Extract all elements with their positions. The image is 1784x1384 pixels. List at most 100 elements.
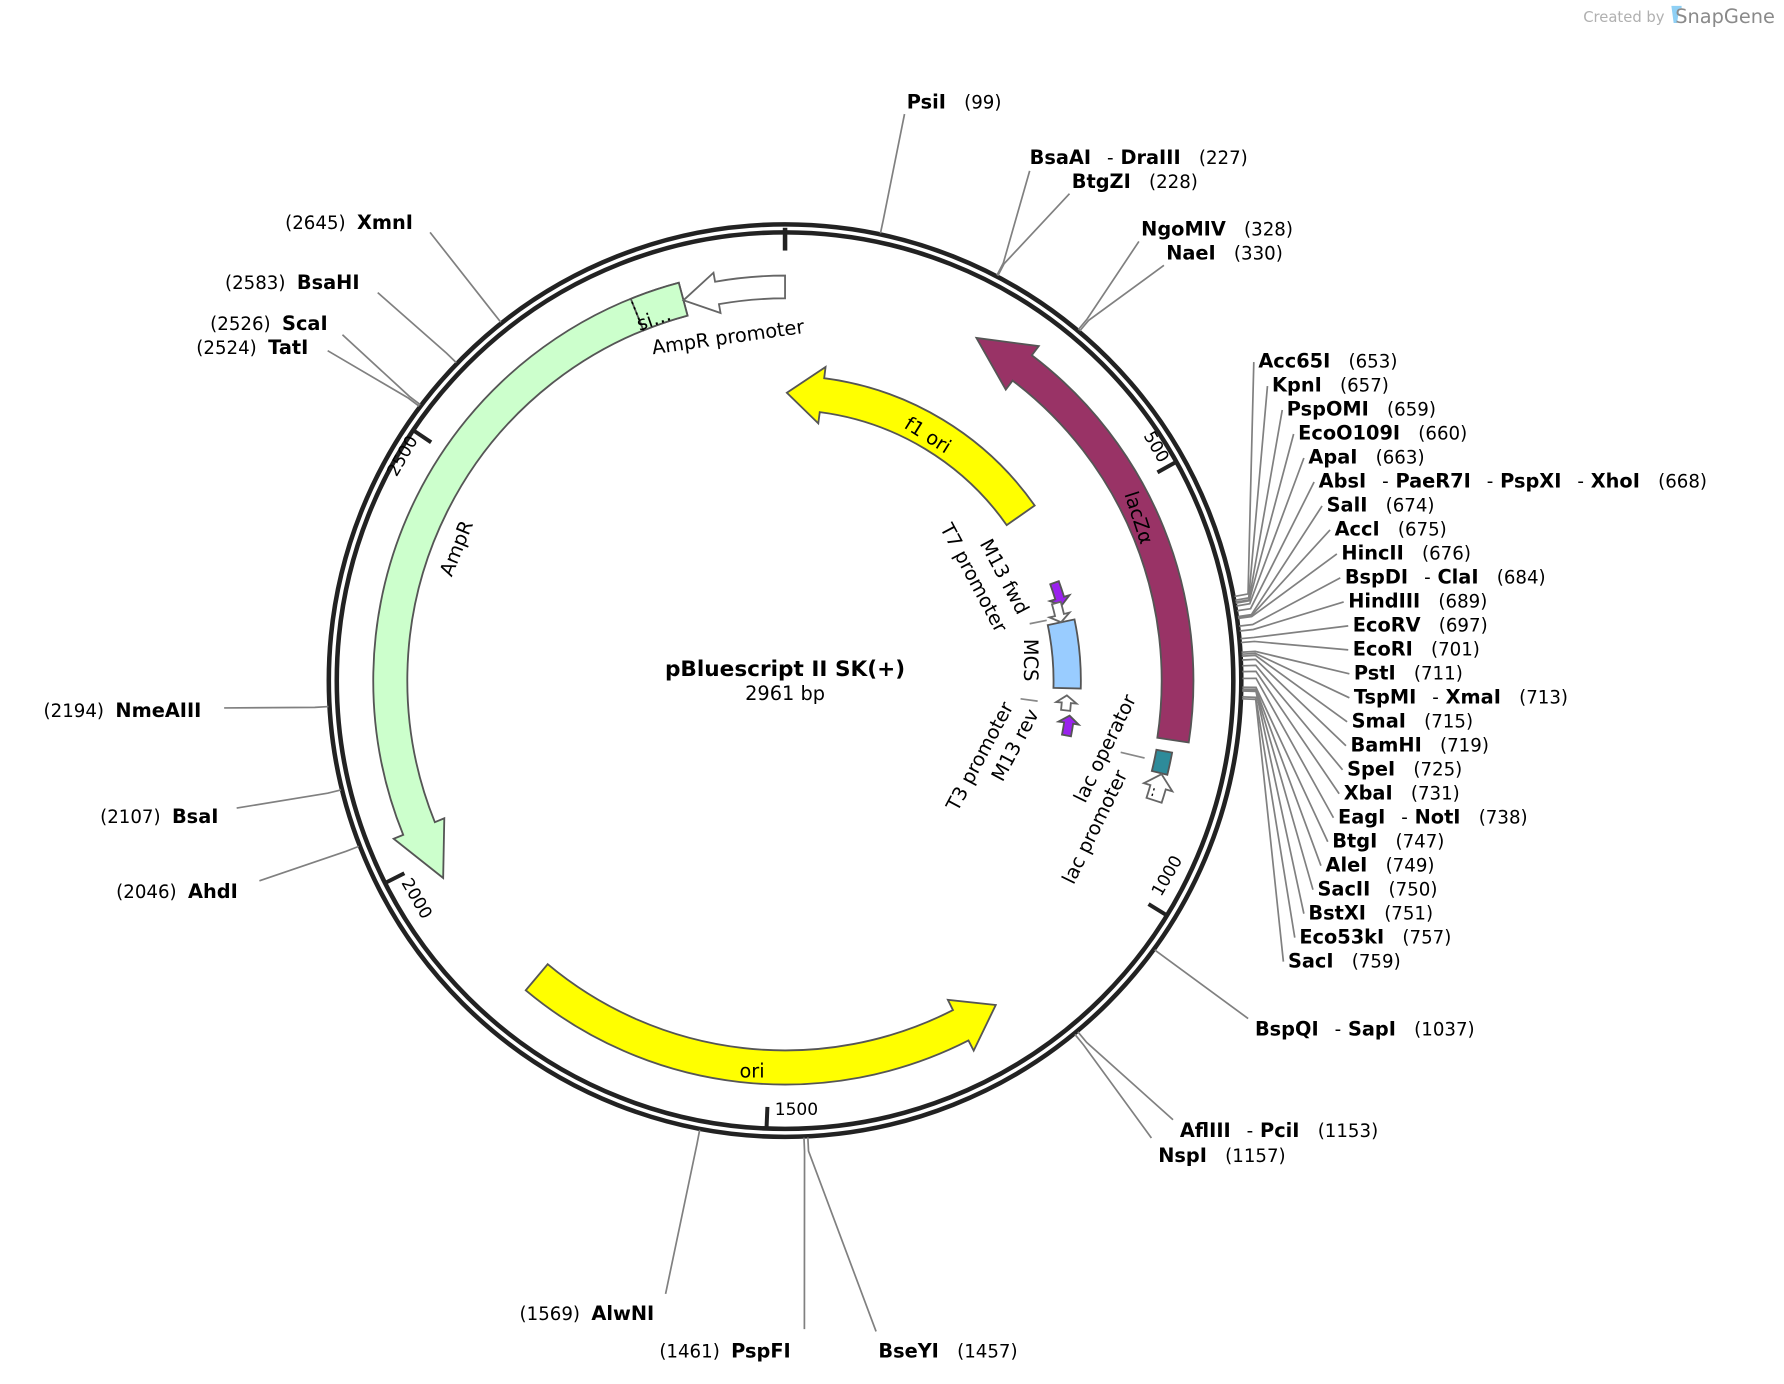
site-label[interactable]: SmaI (715) [1352,709,1473,732]
site-acci[interactable]: AccI (675) [1237,518,1447,619]
site-btgi[interactable]: BtgI (747) [1242,686,1444,852]
site-label[interactable]: BamHI (719) [1351,733,1489,756]
feature-shape[interactable] [1046,600,1073,624]
site-label[interactable]: (2524) TatI [196,336,308,359]
feature-shape[interactable] [1055,714,1082,738]
site-label[interactable]: PsiI (99) [907,90,1002,113]
site-alei[interactable]: AleI (749) [1242,688,1434,876]
feature-shape[interactable] [1046,618,1082,690]
site-label[interactable]: (1569) AlwNI [520,1302,655,1325]
site-label[interactable]: BspDI - ClaI (684) [1345,566,1546,589]
site-label[interactable]: AbsI - PaeR7I - PspXI - XhoI (668) [1319,470,1707,493]
site-scai[interactable]: (2526) ScaI [210,312,421,406]
site-label[interactable]: (2107) BsaI [100,805,218,828]
site-apai[interactable]: ApaI (663) [1236,446,1425,607]
site-eagi[interactable]: EagI - NotI (738) [1242,677,1528,828]
site-label[interactable]: KpnI (657) [1272,374,1389,397]
site-psti[interactable]: PstI (711) [1241,650,1463,685]
site-alwni[interactable]: (1569) AlwNI [520,1129,701,1325]
feature-shape[interactable] [629,281,689,332]
site-label[interactable]: SacII (750) [1318,877,1438,900]
site-saci[interactable]: SacI (759) [1242,697,1401,973]
site-ecori[interactable]: EcoRI (701) [1240,638,1480,661]
site-sacii[interactable]: SacII (750) [1242,689,1438,900]
site-hincii[interactable]: HincII (676) [1238,542,1471,620]
site-bsahi[interactable]: (2583) BsaHI [225,271,457,364]
site-sali[interactable]: SalI (674) [1237,494,1435,618]
site-label[interactable]: SacI (759) [1288,949,1401,972]
site-label[interactable]: XbaI (731) [1344,781,1460,804]
feature-shape[interactable] [681,270,786,315]
site-label[interactable]: EcoRV (697) [1353,614,1488,637]
site-label[interactable]: (1461) PspFI [659,1340,790,1363]
feature-shape[interactable] [974,336,1195,744]
site-label[interactable]: NaeI (330) [1166,242,1283,265]
site-spei[interactable]: SpeI (725) [1242,664,1462,780]
site-label[interactable]: BstXI (751) [1308,901,1433,924]
site-bsai[interactable]: (2107) BsaI [100,789,342,828]
site-label[interactable]: AflIII - PciI (1153) [1180,1119,1378,1142]
feature-shape[interactable] [1053,694,1080,712]
site-label[interactable]: EcoRI (701) [1353,638,1480,661]
feature-lacz[interactable]: lacZα [974,336,1195,744]
feature-shape[interactable] [372,281,689,880]
site-btgzi[interactable]: BtgZI (228) [997,170,1198,277]
site-bamhi[interactable]: BamHI (719) [1241,658,1489,756]
site-label[interactable]: (2046) AhdI [116,880,238,903]
site-bspdi[interactable]: BspDI - ClaI (684) [1239,566,1546,628]
site-label[interactable]: EagI - NotI (738) [1338,805,1528,828]
feature-shape[interactable] [1046,580,1072,607]
site-ecorv[interactable]: EcoRV (697) [1240,614,1488,640]
feature-ampr[interactable]: AmpR [372,281,689,880]
site-label[interactable]: AleI (749) [1325,853,1434,876]
site-smai[interactable]: SmaI (715) [1241,654,1473,732]
site-label[interactable]: (2194) NmeAIII [44,699,202,722]
site-label[interactable]: Acc65I (653) [1258,350,1397,373]
site-label[interactable]: Eco53kI (757) [1299,925,1451,948]
feature-si[interactable]: si… [629,281,689,336]
site-label[interactable]: BtgZI (228) [1072,170,1198,193]
site-psii[interactable]: PsiI (99) [879,90,1002,234]
feature-shape[interactable] [524,962,998,1086]
site-label[interactable]: (2645) XmnI [285,211,413,234]
site-naei[interactable]: NaeI (330) [1079,242,1283,332]
feature-mcs[interactable]: MCS [1019,618,1082,690]
site-tati[interactable]: (2524) TatI [196,336,420,407]
site-label[interactable]: BspQI - SapI (1037) [1255,1018,1475,1041]
site-label[interactable]: NgoMIV (328) [1141,218,1293,241]
site-xmni[interactable]: (2645) XmnI [285,211,502,323]
site-pspomi[interactable]: PspOMI (659) [1235,398,1436,603]
site-xbai[interactable]: XbaI (731) [1242,670,1460,804]
site-nspi[interactable]: NspI (1157) [1074,1033,1286,1167]
site-label[interactable]: BseYI (1457) [878,1340,1017,1363]
site-label[interactable]: ApaI (663) [1308,446,1424,469]
feature-ori[interactable]: ori [524,962,998,1086]
site-ngomiv[interactable]: NgoMIV (328) [1077,218,1293,331]
site-label[interactable]: EcoO109I (660) [1298,422,1467,445]
site-bsaai[interactable]: BsaAI - DraIII (227) [996,146,1248,276]
site-label[interactable]: SalI (674) [1327,494,1435,517]
feature-shape[interactable] [1141,772,1175,804]
site-bseyi[interactable]: BseYI (1457) [806,1137,1018,1363]
site-label[interactable]: AccI (675) [1335,518,1447,541]
site-label[interactable]: TspMI - XmaI (713) [1354,686,1568,709]
site-hindiii[interactable]: HindIII (689) [1239,590,1488,632]
site-label[interactable]: HincII (676) [1341,542,1471,565]
site-ahdi[interactable]: (2046) AhdI [116,845,360,903]
feature-shape[interactable] [1150,748,1174,776]
site-label[interactable]: HindIII (689) [1348,590,1487,613]
site-label[interactable]: (2526) ScaI [210,312,327,335]
site-nmeaiii[interactable]: (2194) NmeAIII [44,699,329,722]
feature-f1-ori[interactable]: f1 ori [785,365,1036,527]
site-label[interactable]: SpeI (725) [1347,757,1462,780]
feature-shape[interactable] [785,365,1036,527]
site-tspmi[interactable]: TspMI - XmaI (713) [1241,652,1568,709]
site-ecoo109i[interactable]: EcoO109I (660) [1235,422,1467,604]
site-acc65i[interactable]: Acc65I (653) [1234,350,1398,598]
site-kpni[interactable]: KpnI (657) [1235,374,1389,602]
site-afliii[interactable]: AflIII - PciI (1153) [1077,1031,1378,1142]
site-label[interactable]: NspI (1157) [1158,1144,1285,1167]
site-label[interactable]: BtgI (747) [1332,829,1444,852]
site-bstxi[interactable]: BstXI (751) [1242,690,1433,924]
site-pspfi[interactable]: (1461) PspFI [659,1137,806,1363]
